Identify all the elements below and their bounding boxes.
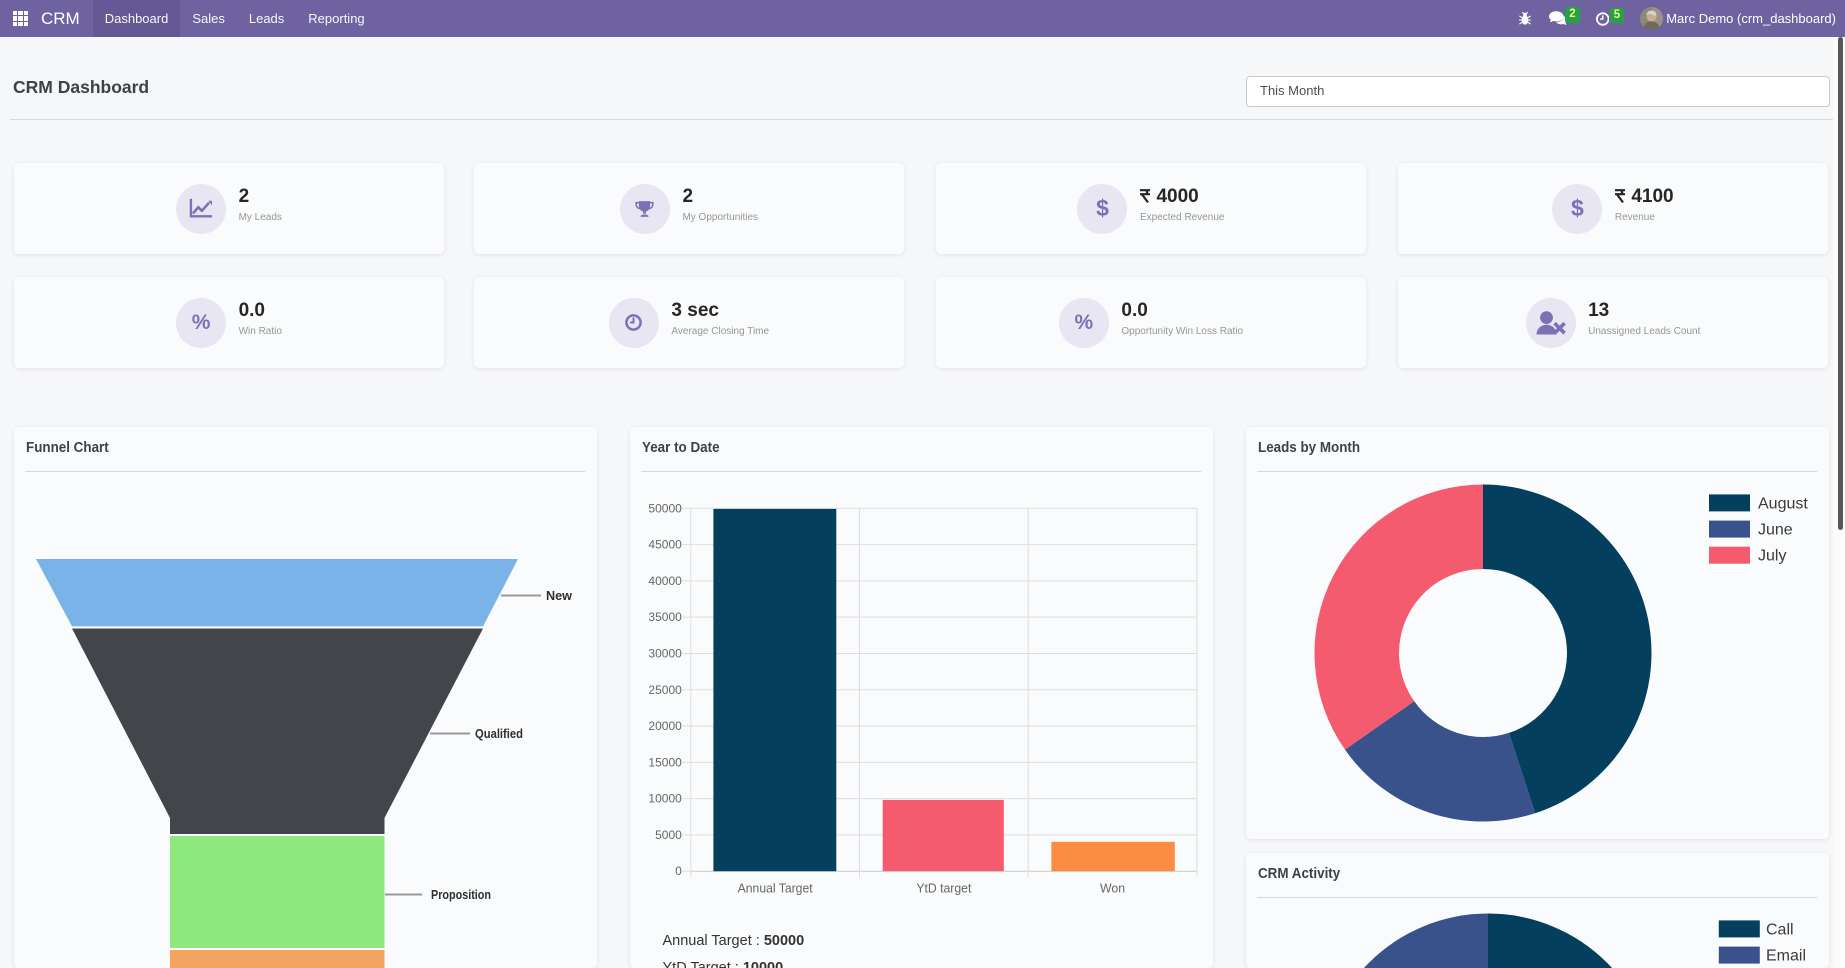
- svg-text:45000: 45000: [648, 538, 682, 552]
- svg-text:Call: Call: [1766, 921, 1794, 938]
- svg-text:Won: Won: [1100, 881, 1125, 896]
- svg-text:June: June: [1758, 522, 1793, 539]
- svg-text:YtD target: YtD target: [916, 881, 971, 896]
- svg-text:25000: 25000: [648, 683, 682, 697]
- svg-text:Qualified: Qualified: [475, 726, 523, 741]
- svg-text:5000: 5000: [655, 828, 682, 842]
- svg-text:15000: 15000: [648, 755, 682, 769]
- svg-text:50000: 50000: [648, 501, 682, 515]
- svg-text:20000: 20000: [648, 719, 682, 733]
- svg-text:0: 0: [675, 864, 682, 878]
- svg-text:40000: 40000: [648, 574, 682, 588]
- svg-text:July: July: [1758, 548, 1786, 565]
- svg-text:August: August: [1758, 495, 1808, 512]
- svg-text:10000: 10000: [648, 792, 682, 806]
- svg-text:New: New: [546, 588, 573, 603]
- svg-text:Annual Target : 50000: Annual Target : 50000: [663, 933, 805, 949]
- svg-text:Annual Target: Annual Target: [738, 881, 813, 896]
- svg-text:35000: 35000: [648, 610, 682, 624]
- svg-text:Email: Email: [1766, 948, 1806, 965]
- svg-text:Proposition: Proposition: [431, 887, 491, 902]
- svg-text:YtD Target : 10000: YtD Target : 10000: [663, 960, 784, 968]
- svg-text:30000: 30000: [648, 646, 682, 660]
